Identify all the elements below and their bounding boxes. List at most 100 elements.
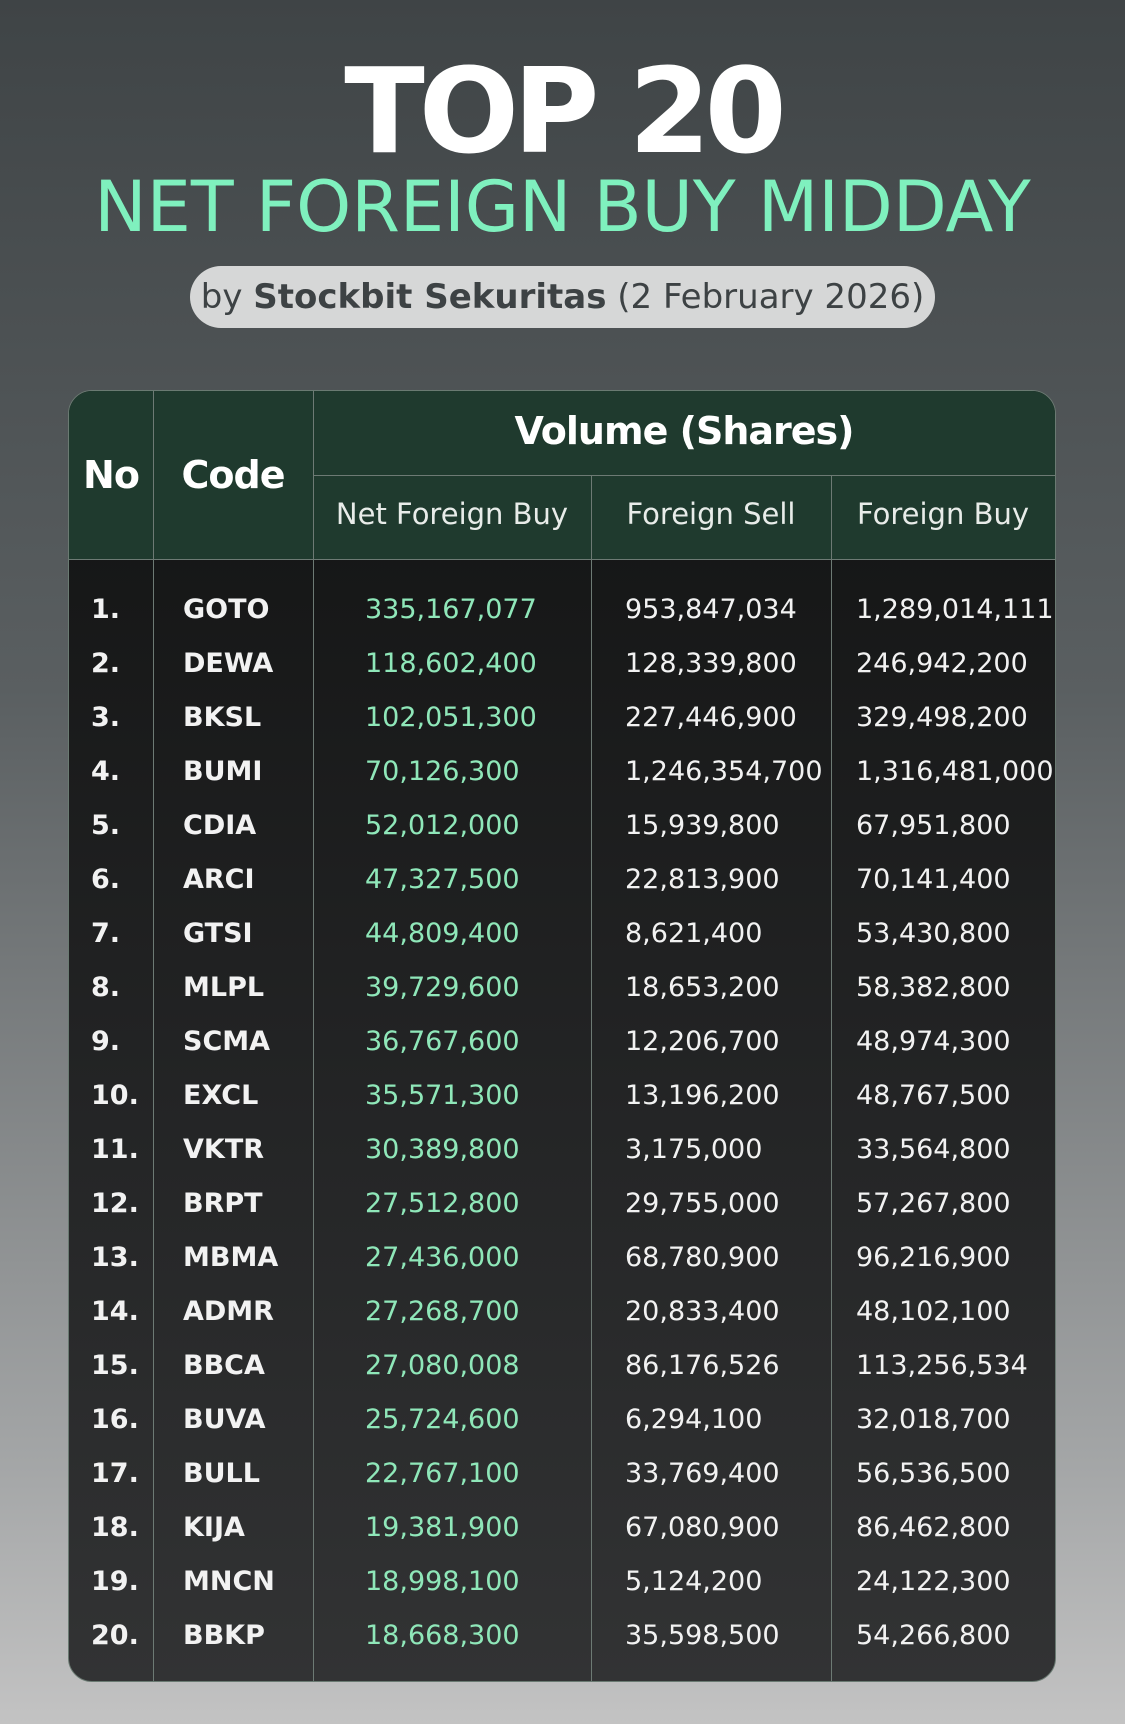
foreign-buy-value: 57,267,800 — [856, 1188, 1011, 1219]
net-foreign-buy-value: 35,571,300 — [365, 1080, 520, 1111]
net-foreign-buy-value: 30,389,800 — [365, 1134, 520, 1165]
table-row: 12. BRPT 27,512,800 29,755,000 57,267,800 — [69, 1177, 1055, 1231]
table-row: 15. BBCA 27,080,008 86,176,526 113,256,534 — [69, 1339, 1055, 1393]
column-divider-2 — [313, 391, 314, 1681]
foreign-sell-value: 67,080,900 — [625, 1512, 780, 1543]
row-number: 19. — [91, 1566, 139, 1597]
net-foreign-buy-value: 52,012,000 — [365, 810, 520, 841]
byline-prefix: by — [200, 277, 243, 317]
foreign-buy-table: No Code Volume (Shares) Net Foreign Buy … — [68, 390, 1056, 1682]
foreign-sell-value: 20,833,400 — [625, 1296, 780, 1327]
table-row: 2. DEWA 118,602,400 128,339,800 246,942,200 — [69, 637, 1055, 691]
net-foreign-buy-value: 335,167,077 — [365, 594, 537, 625]
stock-code: BUVA — [183, 1404, 266, 1435]
net-foreign-buy-value: 18,668,300 — [365, 1620, 520, 1651]
row-number: 4. — [91, 756, 121, 787]
column-header-volume: Volume (Shares) — [514, 409, 854, 453]
stock-code: MBMA — [183, 1242, 279, 1273]
foreign-buy-value: 48,767,500 — [856, 1080, 1011, 1111]
foreign-sell-value: 22,813,900 — [625, 864, 780, 895]
stock-code: MLPL — [183, 972, 265, 1003]
row-number: 13. — [91, 1242, 139, 1273]
net-foreign-buy-value: 70,126,300 — [365, 756, 520, 787]
net-foreign-buy-value: 25,724,600 — [365, 1404, 520, 1435]
column-header-foreign-sell: Foreign Sell — [626, 497, 796, 531]
stock-code: MNCN — [183, 1566, 275, 1597]
row-number: 10. — [91, 1080, 139, 1111]
table-row: 5. CDIA 52,012,000 15,939,800 67,951,800 — [69, 799, 1055, 853]
row-number: 11. — [91, 1134, 139, 1165]
table-row: 10. EXCL 35,571,300 13,196,200 48,767,500 — [69, 1069, 1055, 1123]
table-row: 1. GOTO 335,167,077 953,847,034 1,289,014,11… — [69, 583, 1055, 637]
byline-brand: Stockbit Sekuritas — [253, 277, 607, 317]
byline-pill: by Stockbit Sekuritas (2 February 2026) — [190, 266, 935, 328]
header-divider-bottom — [69, 559, 1055, 560]
table-row: 16. BUVA 25,724,600 6,294,100 32,018,700 — [69, 1393, 1055, 1447]
table-row: 14. ADMR 27,268,700 20,833,400 48,102,100 — [69, 1285, 1055, 1339]
foreign-sell-value: 5,124,200 — [625, 1566, 763, 1597]
row-number: 14. — [91, 1296, 139, 1327]
table-row: 19. MNCN 18,998,100 5,124,200 24,122,300 — [69, 1555, 1055, 1609]
foreign-buy-value: 113,256,534 — [856, 1350, 1028, 1381]
row-number: 15. — [91, 1350, 139, 1381]
table-row: 11. VKTR 30,389,800 3,175,000 33,564,800 — [69, 1123, 1055, 1177]
foreign-sell-value: 35,598,500 — [625, 1620, 780, 1651]
foreign-buy-value: 48,102,100 — [856, 1296, 1011, 1327]
stock-code: KIJA — [183, 1512, 245, 1543]
net-foreign-buy-value: 102,051,300 — [365, 702, 537, 733]
net-foreign-buy-value: 27,512,800 — [365, 1188, 520, 1219]
foreign-sell-value: 33,769,400 — [625, 1458, 780, 1489]
table-row: 4. BUMI 70,126,300 1,246,354,700 1,316,481,0… — [69, 745, 1055, 799]
table-row: 13. MBMA 27,436,000 68,780,900 96,216,900 — [69, 1231, 1055, 1285]
row-number: 3. — [91, 702, 121, 733]
foreign-buy-value: 1,316,481,000 — [856, 756, 1054, 787]
stock-code: EXCL — [183, 1080, 259, 1111]
stock-code: DEWA — [183, 648, 274, 679]
column-header-code: Code — [181, 453, 286, 497]
foreign-sell-value: 29,755,000 — [625, 1188, 780, 1219]
column-header-no: No — [83, 453, 140, 497]
page-title: TOP 20 — [344, 42, 787, 180]
table-row: 6. ARCI 47,327,500 22,813,900 70,141,400 — [69, 853, 1055, 907]
column-divider-1 — [153, 391, 154, 1681]
foreign-buy-value: 58,382,800 — [856, 972, 1011, 1003]
foreign-sell-value: 953,847,034 — [625, 594, 797, 625]
foreign-buy-value: 32,018,700 — [856, 1404, 1011, 1435]
column-divider-3 — [591, 475, 592, 1681]
row-number: 8. — [91, 972, 121, 1003]
foreign-sell-value: 68,780,900 — [625, 1242, 780, 1273]
foreign-buy-value: 33,564,800 — [856, 1134, 1011, 1165]
net-foreign-buy-value: 47,327,500 — [365, 864, 520, 895]
foreign-buy-value: 53,430,800 — [856, 918, 1011, 949]
byline-date: (2 February 2026) — [617, 277, 925, 317]
table-row: 3. BKSL 102,051,300 227,446,900 329,498,200 — [69, 691, 1055, 745]
foreign-buy-value: 96,216,900 — [856, 1242, 1011, 1273]
net-foreign-buy-value: 118,602,400 — [365, 648, 537, 679]
row-number: 16. — [91, 1404, 139, 1435]
row-number: 18. — [91, 1512, 139, 1543]
stock-code: CDIA — [183, 810, 257, 841]
foreign-buy-value: 56,536,500 — [856, 1458, 1011, 1489]
stock-code: BKSL — [183, 702, 262, 733]
stock-code: BBCA — [183, 1350, 265, 1381]
foreign-sell-value: 12,206,700 — [625, 1026, 780, 1057]
row-number: 1. — [91, 594, 121, 625]
foreign-sell-value: 3,175,000 — [625, 1134, 763, 1165]
table-row: 17. BULL 22,767,100 33,769,400 56,536,500 — [69, 1447, 1055, 1501]
net-foreign-buy-value: 19,381,900 — [365, 1512, 520, 1543]
foreign-buy-value: 246,942,200 — [856, 648, 1028, 679]
table-row: 7. GTSI 44,809,400 8,621,400 53,430,800 — [69, 907, 1055, 961]
table-row: 9. SCMA 36,767,600 12,206,700 48,974,300 — [69, 1015, 1055, 1069]
foreign-sell-value: 15,939,800 — [625, 810, 780, 841]
foreign-sell-value: 8,621,400 — [625, 918, 763, 949]
stock-code: BBKP — [183, 1620, 265, 1651]
foreign-buy-value: 24,122,300 — [856, 1566, 1011, 1597]
net-foreign-buy-value: 27,436,000 — [365, 1242, 520, 1273]
header-divider-sub — [313, 475, 1055, 476]
stock-code: GOTO — [183, 594, 270, 625]
stock-code: SCMA — [183, 1026, 271, 1057]
foreign-buy-value: 67,951,800 — [856, 810, 1011, 841]
net-foreign-buy-value: 44,809,400 — [365, 918, 520, 949]
column-divider-4 — [831, 475, 832, 1681]
foreign-sell-value: 18,653,200 — [625, 972, 780, 1003]
